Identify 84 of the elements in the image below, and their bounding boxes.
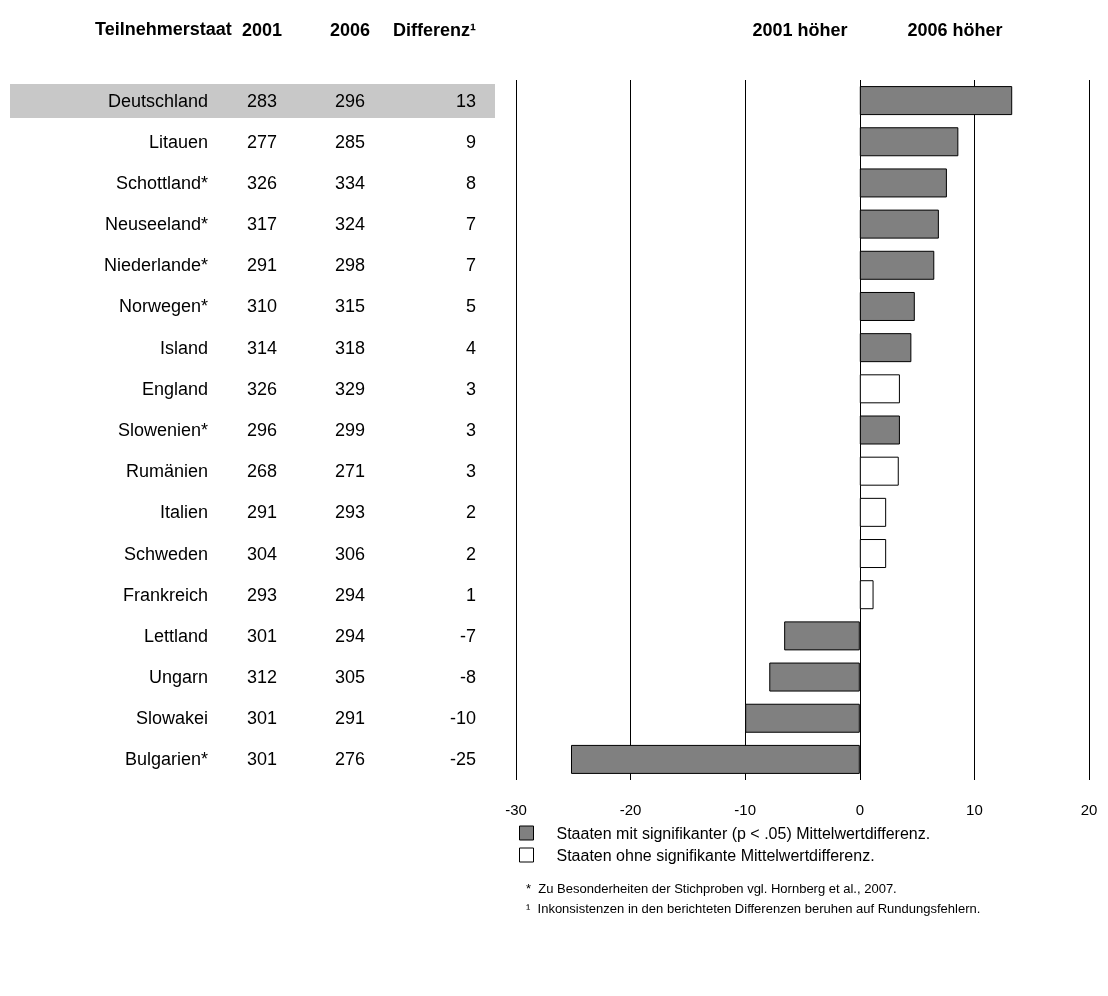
data-label: 7 [465,214,476,235]
data-label: 318 [334,337,366,358]
data-label: 277 [246,131,278,152]
text: Differenz¹ [392,20,476,40]
data-label: 296 [246,420,278,440]
category-label: England [141,378,208,399]
data-label: 301 [246,625,278,646]
data-label: 334 [334,172,366,193]
data-label: 304 [246,543,278,564]
data-label: 301 [246,749,278,770]
text: * Zu Besonderheiten der Stichproben vgl. Hornberg et al., 2007. [526,881,897,896]
data-label: 271 [334,461,366,482]
x-tick-label: -30 [505,801,527,818]
category-label: Rumänien [125,461,208,482]
category-label: Island [159,337,208,358]
data-label: 291 [334,708,366,729]
data-label: -10 [449,708,476,729]
data-label: 3 [465,461,476,482]
category-label: Norwegen* [118,296,208,317]
category-label: Litauen [148,131,208,152]
data-label: 315 [334,296,366,317]
data-label: 294 [334,584,366,605]
category-label: Schweden [123,543,208,564]
data-label: 4 [465,337,476,358]
legend-label: Staaten mit signifikanter (p < .05) Mittelwertdifferenz. [556,824,931,842]
data-label: 7 [465,255,476,276]
data-label: 306 [334,543,366,564]
data-label: 3 [465,420,476,440]
text: 2001 [241,20,283,40]
data-label: 312 [246,667,278,688]
x-tick-label: 20 [1080,801,1098,818]
data-label: 5 [465,296,476,317]
data-label: 276 [334,749,366,770]
category-label: Neuseeland* [104,214,208,235]
data-label: 1 [465,584,476,605]
data-label: 301 [246,708,278,729]
data-label: 293 [334,502,366,523]
data-label: -8 [459,667,476,688]
data-label: 299 [334,420,366,440]
text: 2006 [329,20,371,40]
data-label: 294 [334,625,366,646]
category-label: Niederlande* [103,255,208,276]
text: 2001 höher [752,20,848,40]
x-tick-label: 0 [855,801,864,818]
data-label: 291 [246,255,278,276]
data-label: 2 [465,502,476,523]
data-label: 293 [246,584,278,605]
data-label: 324 [334,214,366,235]
x-tick-label: 10 [966,801,983,818]
legend-label: Staaten ohne signifikante Mittelwertdifferenz. [556,846,875,864]
data-label: -7 [459,625,476,646]
category-label: Slowakei [135,708,208,729]
category-label: Slowenien* [117,420,208,440]
data-label: 268 [246,461,278,482]
category-label: Bulgarien* [124,749,208,770]
data-label: 13 [455,90,476,111]
data-label: 298 [334,255,366,276]
data-label: 317 [246,214,278,235]
data-label: 291 [246,502,278,523]
x-tick-label: -10 [734,801,757,818]
text: ¹ Inkonsistenzen in den berichteten Differenzen beruhen auf Rundungsfehlern. [526,901,981,916]
data-label: 2 [465,543,476,564]
data-label: 8 [465,172,476,193]
data-label: 310 [246,296,278,317]
category-label: Deutschland [107,90,208,111]
data-label: -25 [449,749,476,770]
data-label: 305 [334,667,366,688]
category-label: Frankreich [122,584,208,605]
text: 2006 höher [907,20,1003,40]
data-label: 9 [465,131,476,152]
data-label: 326 [246,172,278,193]
category-label: Ungarn [148,667,208,688]
data-label: 283 [246,90,278,111]
text: Teilnehmerstaat [95,19,232,39]
data-label: 314 [246,337,278,358]
data-label: 329 [334,378,366,399]
x-tick-label: -20 [619,801,642,818]
data-label: 296 [334,90,366,111]
data-label: 326 [246,378,278,399]
data-label: 285 [334,131,366,152]
category-label: Italien [159,502,208,523]
data-label: 3 [465,378,476,399]
category-label: Schottland* [115,172,208,193]
category-label: Lettland [143,625,208,646]
